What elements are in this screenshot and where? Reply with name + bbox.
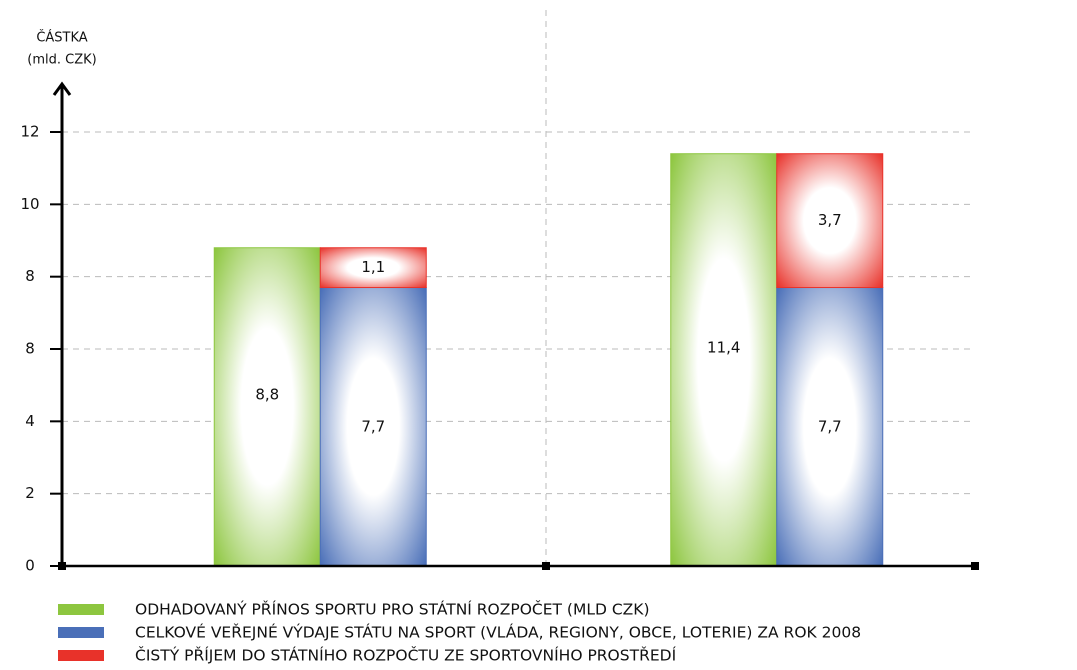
axis-marker xyxy=(542,562,550,570)
plot: 0 2 4 8 8 10 12 8,8 7,7 1,1 11,4 7,7 3,7 xyxy=(20,123,975,575)
y-tick-label: 4 xyxy=(25,412,35,430)
axis-marker xyxy=(58,562,66,570)
legend-label: CELKOVÉ VEŘEJNÉ VÝDAJE STÁTU NA SPORT (V… xyxy=(135,623,861,642)
legend-swatch xyxy=(58,627,104,638)
y-tick-label: 12 xyxy=(20,123,39,141)
value-label: 3,7 xyxy=(818,211,842,229)
y-tick-label: 8 xyxy=(25,340,35,358)
y-axis-label: (mld. CZK) xyxy=(27,53,96,68)
bar xyxy=(319,287,427,567)
value-label: 1,1 xyxy=(361,258,385,276)
legend-label: ČISTÝ PŘÍJEM DO STÁTNÍHO ROZPOČTU ZE SPO… xyxy=(135,646,677,665)
y-axis-label: ČÁSTKA xyxy=(36,30,87,46)
legend-swatch xyxy=(58,650,104,661)
y-tick-label: 8 xyxy=(25,267,35,285)
bar xyxy=(776,153,884,289)
legend: ODHADOVANÝ PŘÍNOS SPORTU PRO STÁTNÍ ROZP… xyxy=(58,600,861,665)
y-tick-label: 2 xyxy=(25,484,35,502)
value-label: 8,8 xyxy=(255,385,279,403)
axis-marker xyxy=(971,562,979,570)
axis-arrow xyxy=(52,81,72,96)
value-label: 7,7 xyxy=(818,417,842,435)
bar xyxy=(213,247,321,567)
value-label: 11,4 xyxy=(707,338,740,356)
y-tick-label: 10 xyxy=(20,195,39,213)
value-label: 7,7 xyxy=(361,417,385,435)
legend-swatch xyxy=(58,604,104,615)
y-tick-label: 0 xyxy=(25,557,35,575)
bar xyxy=(319,247,427,289)
bar xyxy=(670,153,778,567)
legend-label: ODHADOVANÝ PŘÍNOS SPORTU PRO STÁTNÍ ROZP… xyxy=(135,600,650,619)
